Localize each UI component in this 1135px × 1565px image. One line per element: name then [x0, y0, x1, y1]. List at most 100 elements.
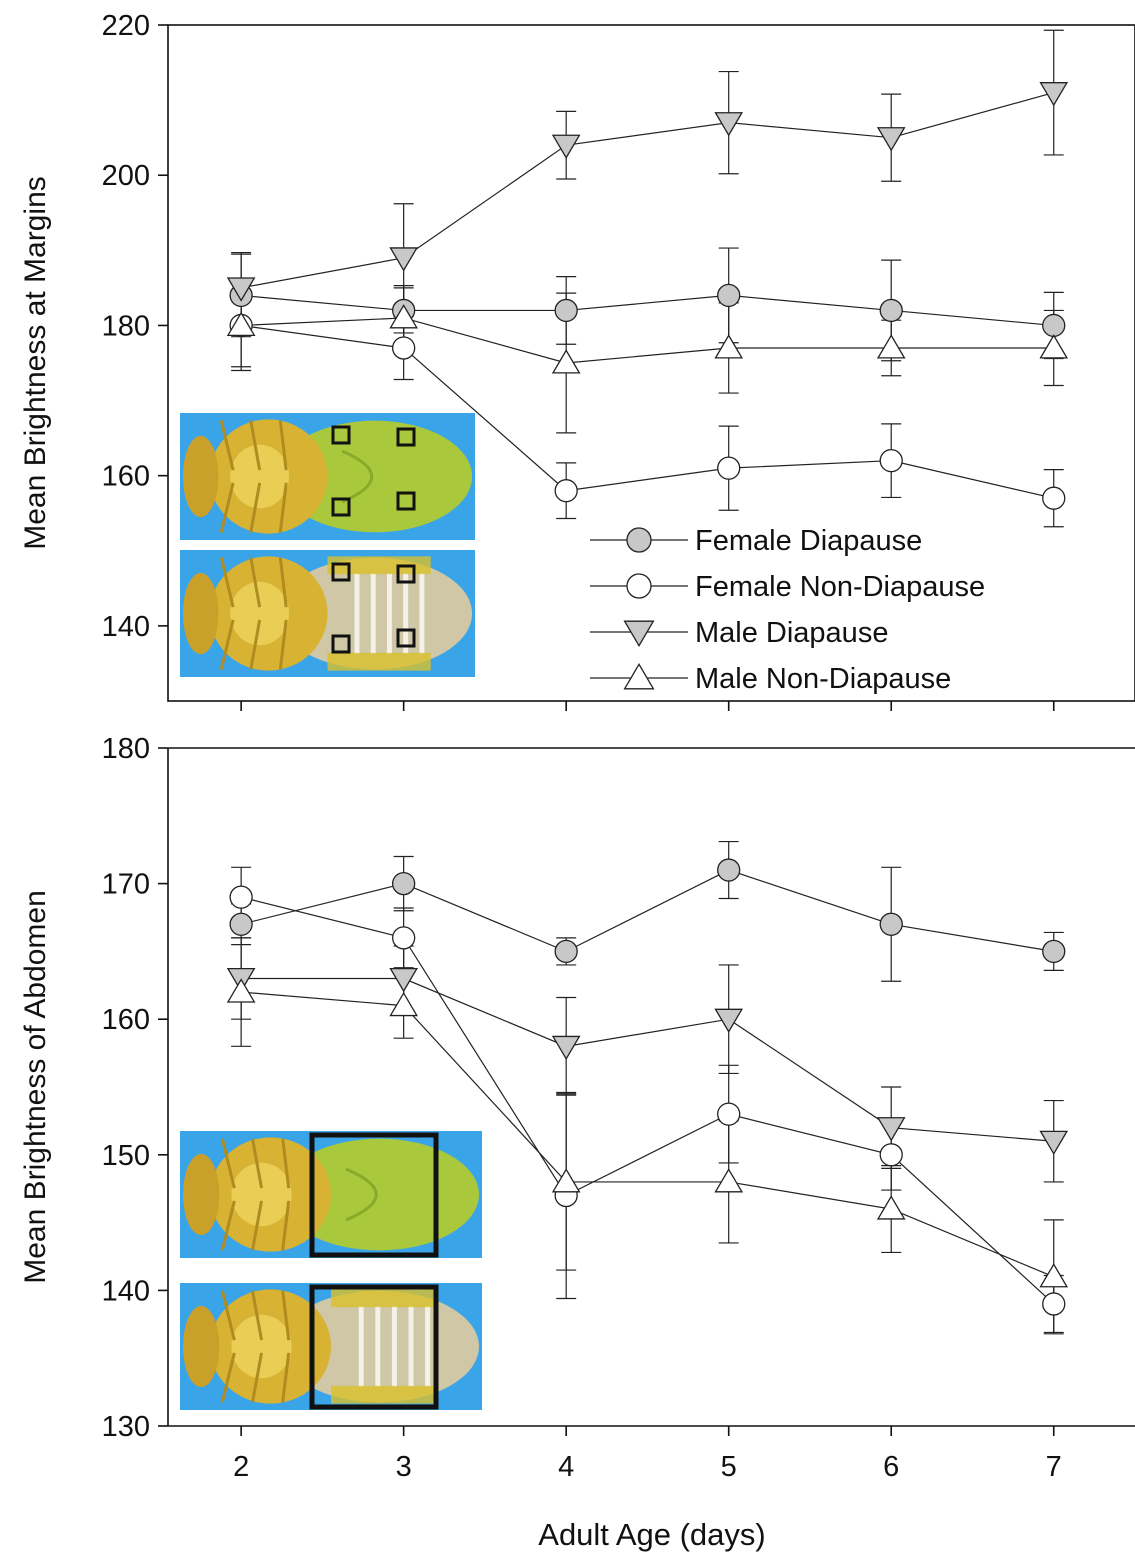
legend-entry: Female Diapause: [590, 525, 922, 557]
legend-entry: Male Non-Diapause: [590, 663, 951, 695]
margin-roi-square: [331, 497, 351, 517]
marker-male-non-diapause: [714, 334, 744, 359]
marker-female-diapause: [879, 298, 903, 323]
fly-thorax-highlight: [231, 1162, 292, 1227]
fly-abdomen: [277, 420, 473, 533]
y-tick-label: 160: [102, 1004, 150, 1036]
marker-male-diapause: [714, 1008, 744, 1034]
fly-abdomen: [279, 1138, 479, 1251]
abdomen-roi-rectangle: [309, 1132, 439, 1258]
y-tick-label: 150: [102, 1140, 150, 1172]
abdomen-band: [327, 652, 431, 671]
axis-ticks-abdomen: 130 140 150 160 170 180 2 3 4 5 6 7: [102, 733, 1062, 1483]
fly-leg: [249, 482, 262, 533]
marker-male-diapause: [226, 277, 256, 302]
marker-male-diapause: [876, 127, 906, 152]
margin-roi-square: [396, 491, 416, 511]
abdomen-fold: [345, 1167, 378, 1222]
x-tick-label: 3: [396, 1451, 412, 1483]
ylabel-abdomen: Mean Brightness of Abdomen: [19, 890, 52, 1284]
marker-female-non-diapause: [392, 926, 416, 950]
legend-label: Female Diapause: [695, 525, 922, 557]
fly-leg: [219, 420, 235, 471]
fly-leg: [278, 557, 288, 608]
marker-male-non-diapause: [551, 1168, 581, 1193]
fly-head: [183, 1153, 220, 1236]
legend-label: Male Non-Diapause: [695, 663, 951, 695]
y-tick-label: 220: [102, 10, 150, 42]
line-male-diapause: [241, 92, 1054, 289]
x-tick-label: 6: [883, 1451, 899, 1483]
marker-female-non-diapause: [1042, 486, 1066, 510]
fly-thorax-highlight: [230, 444, 290, 509]
fly-head: [182, 572, 219, 655]
fly-leg: [281, 1200, 291, 1251]
marker-female-non-diapause: [717, 1102, 741, 1126]
marker-male-non-diapause: [226, 311, 256, 336]
y-tick-label: 180: [102, 733, 150, 765]
legend: Female Diapause Female Non-Diapause Male D…: [590, 525, 985, 695]
marker-male-diapause: [551, 1035, 581, 1061]
marker-male-non-diapause: [226, 978, 256, 1003]
margin-roi-square: [396, 628, 416, 648]
marker-female-diapause: [717, 858, 741, 882]
marker-male-diapause: [389, 967, 418, 993]
plot-frame-margins: [167, 24, 1135, 702]
marker-female-diapause: [392, 871, 416, 896]
legend-marker: [626, 527, 652, 553]
legend-marker: [623, 620, 655, 647]
marker-male-non-diapause: [876, 1195, 906, 1220]
markers-margins: [226, 82, 1069, 510]
fly-thorax-highlight: [231, 1314, 292, 1379]
line-female-diapause: [240, 869, 1054, 953]
fly-leg: [219, 557, 235, 608]
marker-female-diapause: [879, 912, 903, 936]
marker-female-non-diapause: [392, 336, 416, 360]
fly-leg: [278, 420, 288, 471]
abdomen-roi-rectangle: [309, 1284, 439, 1410]
marker-female-non-diapause: [717, 456, 741, 480]
fly-photo-inset-abdomen: [180, 1131, 482, 1410]
series-lines-margins: [241, 92, 1054, 499]
marker-male-non-diapause: [551, 349, 581, 374]
abdomen-band: [331, 1289, 437, 1308]
marker-male-diapause: [876, 1117, 906, 1142]
y-tick-label: 140: [102, 1275, 150, 1307]
fly-leg: [219, 619, 235, 670]
marker-female-non-diapause: [229, 885, 253, 909]
marker-male-non-diapause: [1039, 334, 1069, 359]
fly-leg: [278, 482, 288, 533]
marker-male-diapause: [714, 112, 744, 137]
x-tick-label: 7: [1046, 1451, 1062, 1483]
line-female-diapause: [241, 294, 1054, 327]
fly-head: [182, 435, 219, 518]
margin-roi-square: [331, 425, 351, 445]
y-tick-label: 140: [102, 611, 150, 643]
fly-leg: [281, 1352, 291, 1403]
margin-roi-square: [331, 562, 351, 582]
fly-leg: [249, 557, 262, 608]
y-tick-label: 180: [102, 310, 150, 342]
line-male-non-diapause: [241, 991, 1054, 1278]
ylabel-margins: Mean Brightness at Margins: [19, 176, 52, 550]
fly-leg: [220, 1138, 236, 1189]
marker-female-diapause: [229, 912, 253, 936]
legend-label: Female Non-Diapause: [695, 571, 985, 603]
fly-leg: [251, 1352, 264, 1403]
y-tick-label: 170: [102, 869, 150, 901]
marker-female-diapause: [554, 939, 578, 964]
fly-leg: [281, 1138, 291, 1189]
marker-male-diapause: [389, 247, 418, 272]
marker-male-non-diapause: [714, 1168, 744, 1193]
x-tick-label: 4: [558, 1451, 574, 1483]
error-bars-abdomen: [231, 840, 1064, 1335]
marker-female-non-diapause: [879, 1143, 903, 1167]
fly-thorax-highlight: [230, 581, 290, 646]
marker-male-diapause: [1039, 1130, 1069, 1156]
marker-female-diapause: [717, 283, 741, 308]
female-fly-photo: [180, 413, 475, 540]
markers-abdomen: [226, 858, 1069, 1316]
fly-leg: [220, 1290, 236, 1341]
fly-photo-inset-margins: [180, 413, 475, 677]
axis-ticks-margins: 140 160 180 200 220: [102, 10, 1055, 711]
